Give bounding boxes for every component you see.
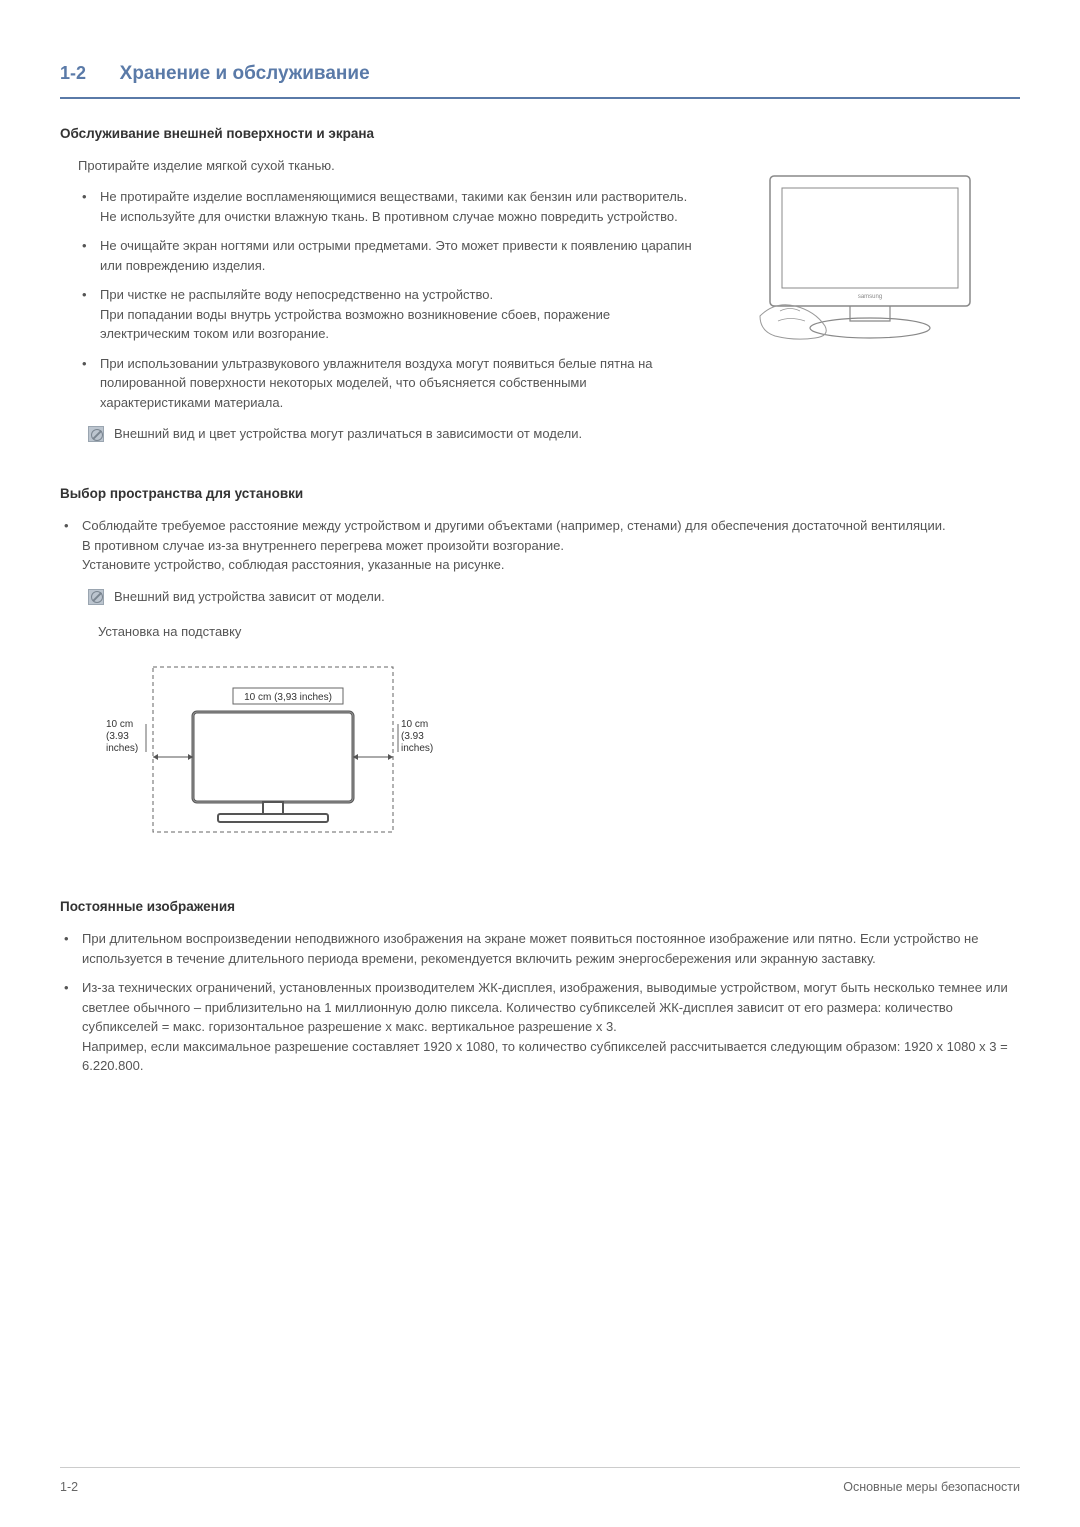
diagram-right-label: 10 cm xyxy=(401,719,428,730)
svg-text:inches): inches) xyxy=(401,743,433,754)
section-number: 1-2 xyxy=(60,63,86,83)
note-row: Внешний вид и цвет устройства могут разл… xyxy=(88,424,700,444)
footer-right: Основные меры безопасности xyxy=(843,1478,1020,1497)
note-row: Внешний вид устройства зависит от модели… xyxy=(88,587,1020,607)
bullet-list: Соблюдайте требуемое расстояние между ус… xyxy=(60,516,1020,575)
svg-text:(3.93: (3.93 xyxy=(401,731,424,742)
bullet-list: При длительном воспроизведении неподвижн… xyxy=(60,929,1020,1076)
section-persistent-images: Постоянные изображения При длительном во… xyxy=(60,897,1020,1086)
diagram-caption: Установка на подставку xyxy=(98,622,1020,642)
list-item: При чистке не распыляйте воду непосредст… xyxy=(78,285,700,344)
list-item: Соблюдайте требуемое расстояние между ус… xyxy=(60,516,1020,575)
page-footer: 1-2 Основные меры безопасности xyxy=(60,1467,1020,1497)
info-icon xyxy=(88,589,104,605)
svg-text:inches): inches) xyxy=(106,743,138,754)
note-text: Внешний вид устройства зависит от модели… xyxy=(114,587,385,607)
diagram-left-label: 10 cm xyxy=(106,719,133,730)
section-maintenance: Обслуживание внешней поверхности и экран… xyxy=(60,124,1020,444)
note-text: Внешний вид и цвет устройства могут разл… xyxy=(114,424,582,444)
info-icon xyxy=(88,426,104,442)
list-item: Не очищайте экран ногтями или острыми пр… xyxy=(78,236,700,275)
section-installation: Выбор пространства для установки Соблюда… xyxy=(60,484,1020,857)
installation-diagram: 10 cm (3,93 inches) 10 cm (3.93 inches) … xyxy=(98,652,1020,858)
page-title-row: 1-2 Хранение и обслуживание xyxy=(60,60,1020,99)
list-item: При длительном воспроизведении неподвижн… xyxy=(60,929,1020,968)
svg-text:samsung: samsung xyxy=(858,294,882,300)
intro-text: Протирайте изделие мягкой сухой тканью. xyxy=(78,156,700,176)
subheading: Обслуживание внешней поверхности и экран… xyxy=(60,124,1020,144)
subheading: Выбор пространства для установки xyxy=(60,484,1020,504)
bullet-list: Не протирайте изделие воспламеняющимися … xyxy=(78,187,700,412)
diagram-top-label: 10 cm (3,93 inches) xyxy=(244,692,332,703)
page-title: Хранение и обслуживание xyxy=(120,63,370,84)
footer-left: 1-2 xyxy=(60,1478,78,1497)
svg-text:(3.93: (3.93 xyxy=(106,731,129,742)
subheading: Постоянные изображения xyxy=(60,897,1020,917)
list-item: При использовании ультразвукового увлажн… xyxy=(78,354,700,413)
list-item: Из-за технических ограничений, установле… xyxy=(60,978,1020,1076)
monitor-illustration: samsung xyxy=(740,166,1020,372)
list-item: Не протирайте изделие воспламеняющимися … xyxy=(78,187,700,226)
